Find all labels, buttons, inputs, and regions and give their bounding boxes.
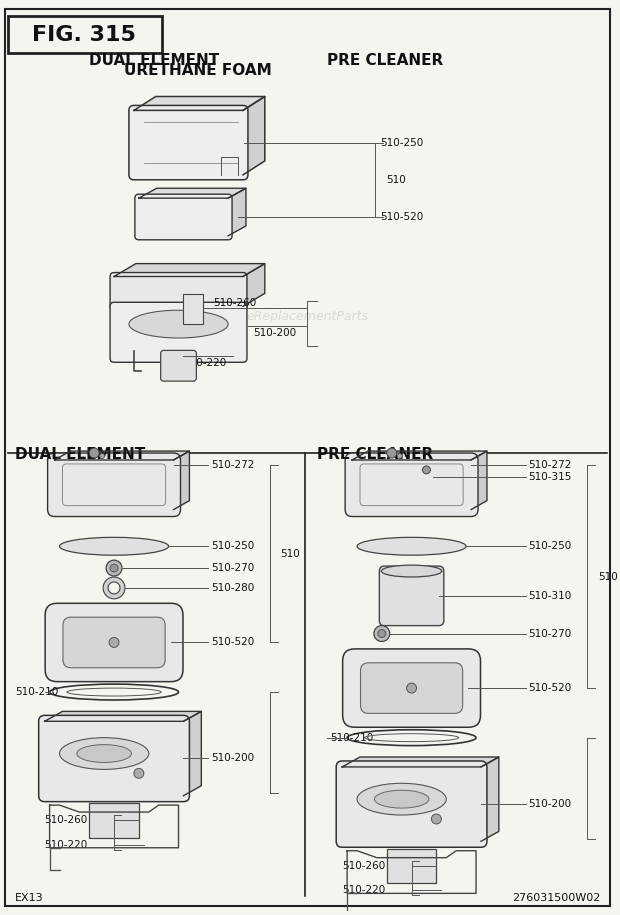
Text: 510-260: 510-260 — [213, 298, 257, 308]
Ellipse shape — [381, 565, 442, 577]
Text: 510-220: 510-220 — [45, 840, 88, 850]
Text: FIG. 315: FIG. 315 — [32, 25, 136, 45]
Polygon shape — [243, 264, 265, 307]
Text: DUAL ELEMENT: DUAL ELEMENT — [15, 447, 145, 462]
Text: 510-270: 510-270 — [211, 563, 254, 573]
Text: 510-250: 510-250 — [529, 542, 572, 551]
Ellipse shape — [77, 745, 131, 762]
Bar — [89, 803, 139, 838]
Text: 510-200: 510-200 — [253, 328, 296, 338]
Text: 510-210: 510-210 — [330, 733, 373, 743]
Circle shape — [387, 448, 397, 458]
Polygon shape — [134, 96, 265, 111]
FancyBboxPatch shape — [379, 566, 444, 626]
Text: 510-520: 510-520 — [380, 212, 423, 222]
Circle shape — [374, 626, 390, 641]
Text: 510-210: 510-210 — [15, 687, 58, 697]
Ellipse shape — [60, 737, 149, 770]
Text: URETHANE FOAM: URETHANE FOAM — [125, 63, 272, 78]
Text: 510-280: 510-280 — [211, 583, 254, 593]
FancyBboxPatch shape — [110, 302, 247, 362]
FancyBboxPatch shape — [48, 453, 180, 516]
Text: 510-270: 510-270 — [529, 629, 572, 639]
Polygon shape — [139, 188, 246, 199]
Circle shape — [134, 769, 144, 779]
Bar — [184, 295, 203, 324]
Text: PRE CLEANER: PRE CLEANER — [327, 53, 443, 69]
FancyBboxPatch shape — [110, 273, 247, 310]
Polygon shape — [352, 451, 487, 460]
Bar — [387, 849, 436, 884]
Circle shape — [407, 684, 417, 693]
Text: 510-260: 510-260 — [342, 861, 386, 870]
FancyBboxPatch shape — [360, 662, 463, 714]
Text: 510: 510 — [386, 175, 405, 185]
Ellipse shape — [357, 783, 446, 815]
Ellipse shape — [374, 791, 429, 808]
Text: 510-220: 510-220 — [342, 886, 386, 896]
Text: 510-272: 510-272 — [529, 460, 572, 470]
Text: 510-220: 510-220 — [184, 358, 227, 368]
Polygon shape — [228, 188, 246, 236]
Text: 510-250: 510-250 — [380, 137, 423, 147]
Text: 510-272: 510-272 — [211, 460, 255, 470]
Polygon shape — [471, 451, 487, 510]
Text: 510-260: 510-260 — [45, 815, 88, 825]
FancyBboxPatch shape — [161, 350, 197, 382]
Polygon shape — [184, 711, 202, 796]
Text: 510-520: 510-520 — [529, 684, 572, 693]
FancyBboxPatch shape — [343, 649, 480, 727]
Circle shape — [110, 565, 118, 572]
Text: DUAL ELEMENT: DUAL ELEMENT — [89, 53, 219, 69]
Circle shape — [422, 466, 430, 474]
Text: EX13: EX13 — [15, 893, 43, 903]
FancyBboxPatch shape — [336, 761, 487, 847]
Text: 510-315: 510-315 — [529, 472, 572, 482]
Text: PRE CLEANER: PRE CLEANER — [317, 447, 433, 462]
Polygon shape — [243, 96, 265, 175]
Ellipse shape — [129, 310, 228, 338]
FancyBboxPatch shape — [45, 603, 183, 682]
Text: 510: 510 — [598, 572, 618, 582]
Text: 510-200: 510-200 — [529, 799, 572, 809]
Text: 510-250: 510-250 — [211, 542, 254, 551]
Polygon shape — [45, 711, 202, 721]
Circle shape — [100, 454, 105, 458]
Circle shape — [397, 454, 402, 458]
FancyBboxPatch shape — [129, 105, 248, 180]
FancyBboxPatch shape — [345, 453, 478, 516]
Ellipse shape — [357, 537, 466, 555]
Text: 510-520: 510-520 — [211, 638, 254, 648]
Circle shape — [106, 560, 122, 576]
Ellipse shape — [60, 537, 169, 555]
FancyBboxPatch shape — [38, 716, 190, 802]
Text: 510-200: 510-200 — [211, 753, 254, 763]
Bar — [8, 16, 162, 53]
FancyBboxPatch shape — [135, 194, 232, 240]
Polygon shape — [342, 757, 499, 767]
FancyBboxPatch shape — [63, 618, 165, 668]
Polygon shape — [114, 264, 265, 276]
Circle shape — [89, 448, 99, 458]
Polygon shape — [174, 451, 190, 510]
Text: eReplacementParts: eReplacementParts — [246, 309, 368, 323]
Circle shape — [109, 638, 119, 648]
Circle shape — [432, 814, 441, 824]
Text: 510: 510 — [281, 549, 301, 559]
Polygon shape — [481, 757, 499, 841]
Text: 276031500W02: 276031500W02 — [512, 893, 600, 903]
Circle shape — [378, 630, 386, 638]
Text: 510-310: 510-310 — [529, 591, 572, 601]
Polygon shape — [55, 451, 190, 460]
